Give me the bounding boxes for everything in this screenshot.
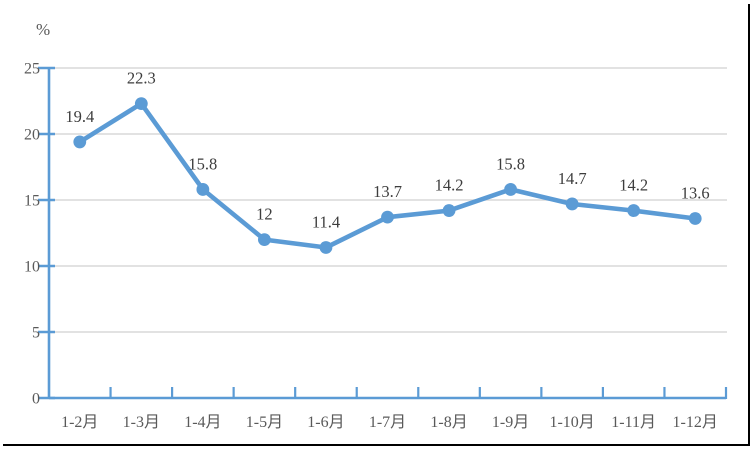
- data-point-label: 12: [256, 205, 273, 224]
- series-line: [77, 101, 698, 250]
- x-axis-category-label: 1-4月: [184, 414, 221, 431]
- x-axis-category-label: 1-3月: [123, 414, 160, 431]
- x-axis-category-label: 1-7月: [369, 414, 406, 431]
- y-axis-unit-label: %: [36, 20, 51, 39]
- data-point-label: 19.4: [65, 107, 94, 126]
- data-point: [504, 183, 517, 196]
- data-point-label: 14.7: [558, 169, 587, 188]
- data-point-label: 15.8: [496, 154, 525, 173]
- data-point: [688, 212, 702, 225]
- y-axis-tick-label: 15: [24, 193, 40, 210]
- data-point-label: 22.3: [127, 69, 156, 88]
- x-axis-category-label: 1-10月: [549, 414, 594, 431]
- x-axis-category-label: 1-8月: [430, 414, 467, 431]
- x-axis-category-label: 1-5月: [246, 414, 283, 431]
- data-point: [381, 210, 394, 224]
- data-point: [258, 233, 271, 247]
- data-point-label: 14.2: [435, 176, 464, 195]
- data-point: [196, 183, 210, 196]
- data-point: [565, 197, 579, 211]
- x-axis-category-label: 1-2月: [61, 414, 98, 431]
- x-axis-category-label: 1-11月: [611, 414, 656, 431]
- y-axis-tick-label: 10: [24, 259, 40, 276]
- y-axis-tick-label: 20: [24, 127, 40, 144]
- frame-border-right: [748, 4, 750, 446]
- data-point-label: 13.6: [681, 183, 710, 202]
- data-point: [627, 204, 641, 217]
- x-axis-category-label: 1-9月: [492, 414, 529, 431]
- data-point: [319, 241, 333, 254]
- y-axis-tick-label: 0: [32, 391, 40, 408]
- data-point: [73, 135, 87, 149]
- y-axis-tick-label: 5: [32, 325, 40, 342]
- data-point-label: 15.8: [188, 154, 217, 173]
- y-axis-tick-label: 25: [24, 61, 40, 78]
- data-point: [442, 204, 456, 217]
- frame-border-bottom: [3, 444, 749, 446]
- data-point-label: 11.4: [312, 213, 340, 232]
- data-point-label: 13.7: [373, 182, 402, 201]
- data-point: [134, 97, 148, 111]
- data-point-label: 14.2: [619, 176, 648, 195]
- x-axis-category-label: 1-12月: [673, 414, 718, 431]
- x-axis-category-label: 1-6月: [307, 414, 344, 431]
